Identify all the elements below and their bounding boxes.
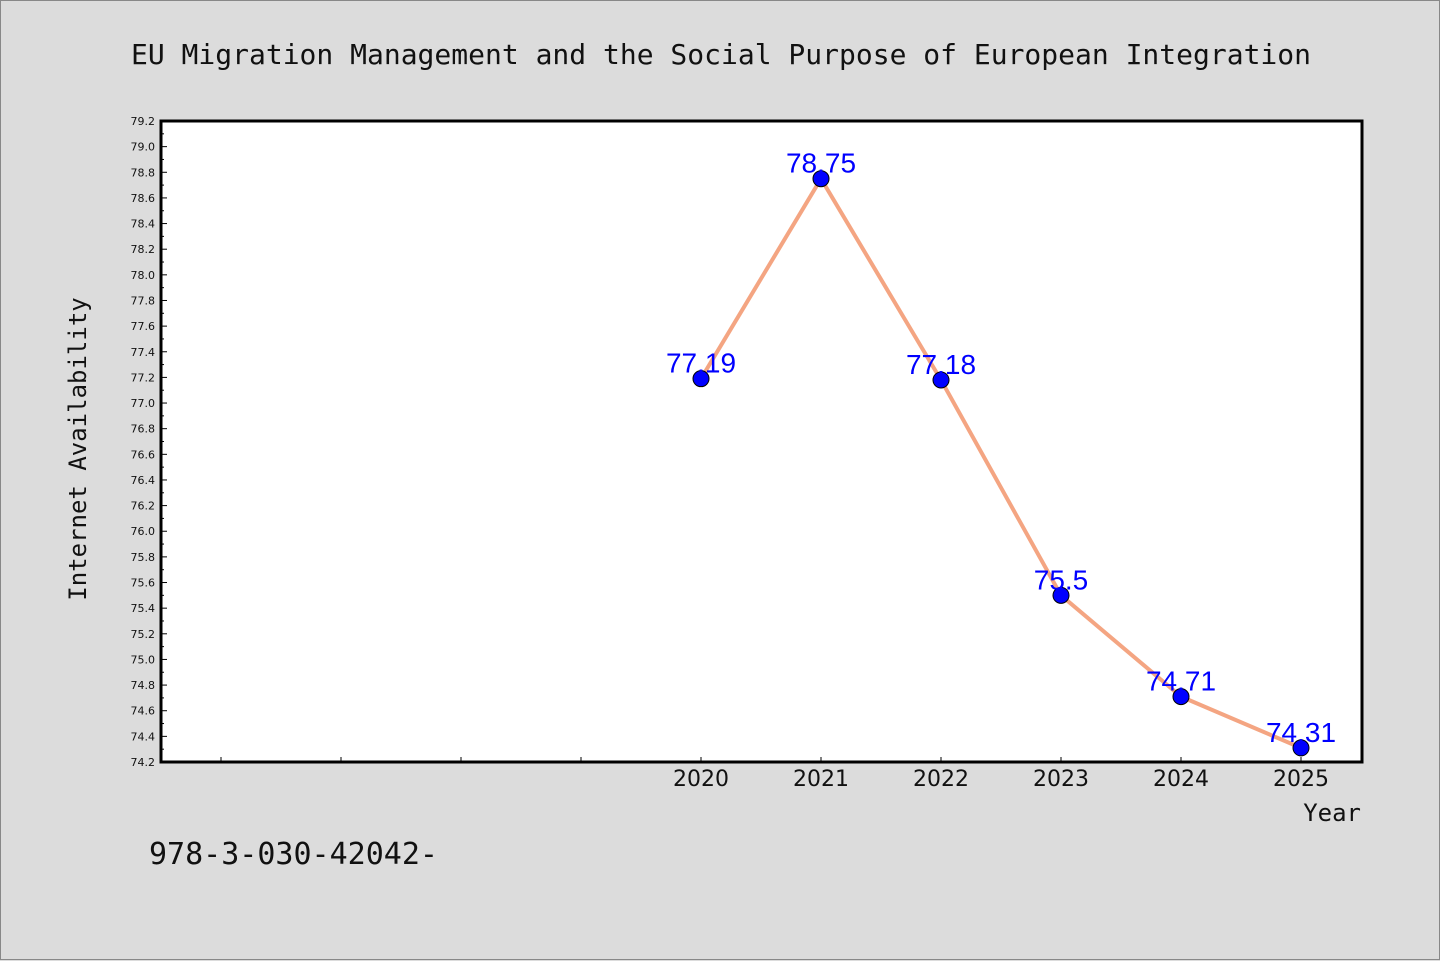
y-tick-label: 74.4: [131, 730, 156, 743]
data-point: [1052, 586, 1070, 604]
x-tick-label: 2022: [913, 767, 969, 792]
data-point: [812, 170, 830, 188]
y-tick-label: 77.4: [131, 346, 156, 359]
y-tick-label: 78.8: [131, 166, 156, 179]
x-tick-label: 2025: [1273, 767, 1329, 792]
data-point: [932, 371, 950, 389]
y-tick-label: 77.8: [131, 294, 156, 307]
y-tick-label: 74.8: [131, 679, 156, 692]
data-point: [1292, 739, 1310, 757]
x-tick-label: 2023: [1033, 767, 1089, 792]
series-group: 77.19 78.75 77.18 75.5 74.71 74.31: [666, 148, 1336, 757]
y-tick-label: 78.2: [131, 243, 156, 256]
data-label: 74.71: [1146, 666, 1216, 697]
data-label: 74.31: [1266, 717, 1336, 748]
y-axis-ticks: 74.2 74.4 74.6 74.8 75.0 75.2 75.4 75.6 75.8 76.0…: [131, 115, 167, 769]
y-tick-label: 78.4: [131, 218, 156, 231]
y-tick-label: 79.2: [131, 115, 156, 128]
data-point: [692, 370, 710, 388]
y-tick-label: 78.0: [131, 269, 156, 282]
y-tick-label: 74.6: [131, 705, 156, 718]
x-axis-label: Year: [1303, 799, 1361, 827]
y-tick-label: 75.4: [131, 602, 156, 615]
y-tick-label: 75.8: [131, 551, 156, 564]
y-tick-label: 77.0: [131, 397, 156, 410]
data-label: 77.19: [666, 348, 736, 379]
x-tick-label: 2021: [793, 767, 849, 792]
y-tick-label: 76.6: [131, 448, 156, 461]
y-tick-label: 77.6: [131, 320, 156, 333]
y-tick-label: 79.0: [131, 141, 156, 154]
y-tick-label: 77.2: [131, 371, 156, 384]
y-tick-label: 76.8: [131, 423, 156, 436]
footnote-isbn: 978-3-030-42042-: [149, 837, 438, 872]
data-label: 78.75: [786, 148, 856, 179]
y-tick-label: 76.4: [131, 474, 156, 487]
data-label: 75.5: [1034, 564, 1089, 595]
x-tick-label: 2020: [673, 767, 729, 792]
series-line: [699, 176, 1302, 750]
y-tick-label: 76.0: [131, 525, 156, 538]
y-tick-label: 75.2: [131, 628, 156, 641]
y-tick-label: 74.2: [131, 756, 156, 769]
y-axis-label: Internet Availability: [64, 297, 92, 600]
data-point: [1172, 688, 1190, 706]
data-label: 77.18: [906, 349, 976, 380]
plot-area: [159, 119, 1364, 764]
y-tick-label: 76.2: [131, 500, 156, 513]
x-axis-ticks: 2020 2021 2022 2023 2024 2025: [220, 757, 1329, 792]
y-tick-label: 78.6: [131, 192, 156, 205]
x-tick-label: 2024: [1153, 767, 1209, 792]
y-tick-label: 75.6: [131, 577, 156, 590]
y-tick-label: 75.0: [131, 653, 156, 666]
chart-title: EU Migration Management and the Social P…: [131, 38, 1311, 71]
